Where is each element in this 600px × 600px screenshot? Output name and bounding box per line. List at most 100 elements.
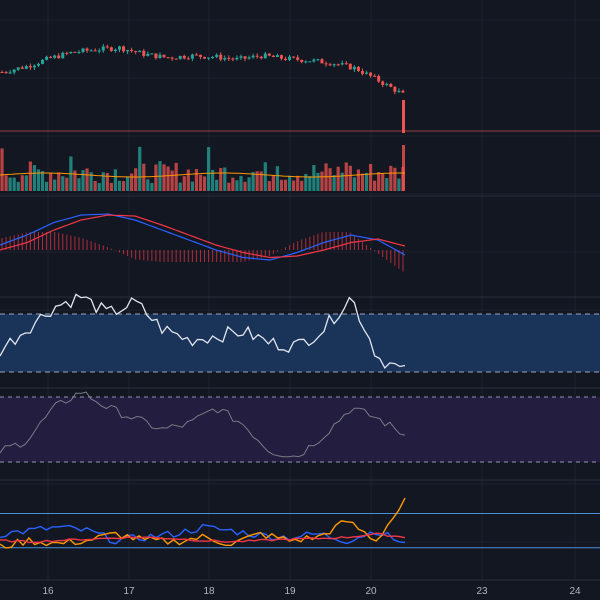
volume-bar[interactable] [174, 162, 178, 191]
volume-bar[interactable] [300, 180, 304, 191]
volume-bar[interactable] [32, 165, 37, 191]
candle[interactable] [369, 72, 373, 76]
candle[interactable] [57, 55, 61, 59]
candle[interactable] [275, 55, 279, 58]
volume-bar[interactable] [36, 169, 41, 191]
candle[interactable] [373, 75, 377, 77]
volume-bar[interactable] [219, 168, 223, 191]
candle[interactable] [360, 71, 364, 74]
volume-bar[interactable] [65, 177, 69, 191]
candle[interactable] [45, 56, 49, 60]
candle[interactable] [328, 64, 332, 66]
candle[interactable] [162, 54, 166, 58]
candle[interactable] [122, 46, 126, 52]
volume-bar[interactable] [251, 172, 255, 191]
volume-bar[interactable] [109, 182, 113, 191]
candle[interactable] [271, 55, 275, 58]
volume-bar[interactable] [77, 178, 81, 191]
volume-bar[interactable] [81, 170, 85, 191]
volume-pane[interactable] [0, 145, 405, 191]
candle[interactable] [4, 72, 8, 74]
candle[interactable] [174, 58, 178, 60]
volume-bar[interactable] [190, 181, 194, 191]
candle[interactable] [292, 56, 296, 58]
candle[interactable] [401, 90, 405, 93]
volume-bar[interactable] [186, 169, 190, 191]
volume-bar[interactable] [170, 170, 174, 191]
candle[interactable] [263, 53, 267, 59]
candle[interactable] [203, 56, 207, 59]
volume-bar[interactable] [85, 168, 89, 191]
x-axis[interactable]: 16 17 18 19 20 23 24 [42, 586, 581, 597]
candle[interactable] [397, 90, 401, 92]
volume-bar[interactable] [344, 162, 348, 191]
candle[interactable] [0, 72, 4, 73]
volume-bar[interactable] [130, 173, 134, 191]
volume-bar[interactable] [227, 182, 231, 191]
volume-bar[interactable] [223, 167, 227, 191]
volume-bar[interactable] [16, 181, 20, 191]
stochastic-pane[interactable] [0, 391, 600, 463]
volume-bar[interactable] [202, 176, 207, 191]
volume-bar[interactable] [389, 165, 393, 191]
candle[interactable] [178, 55, 182, 59]
volume-bar[interactable] [364, 172, 369, 191]
volume-bar[interactable] [49, 172, 53, 191]
candle[interactable] [324, 63, 328, 65]
candle[interactable] [69, 51, 73, 54]
candle[interactable] [284, 58, 288, 60]
candle[interactable] [190, 54, 194, 59]
candle[interactable] [239, 56, 243, 58]
volume-bar[interactable] [12, 177, 16, 191]
candle[interactable] [8, 72, 12, 74]
candle[interactable] [150, 53, 154, 55]
candle[interactable] [20, 67, 24, 69]
volume-bar[interactable] [283, 179, 288, 191]
volume-bar[interactable] [231, 177, 235, 191]
candle[interactable] [61, 52, 65, 59]
volume-bar[interactable] [279, 179, 284, 191]
candle[interactable] [49, 56, 53, 58]
candle[interactable] [142, 50, 146, 56]
volume-bar[interactable] [97, 182, 101, 191]
volume-bar[interactable] [89, 172, 93, 191]
volume-bar[interactable] [263, 162, 267, 191]
candle[interactable] [53, 55, 57, 58]
candle[interactable] [352, 66, 356, 70]
candle[interactable] [97, 50, 101, 52]
volume-bar[interactable] [312, 165, 316, 191]
volume-bar[interactable] [402, 145, 405, 191]
volume-bar[interactable] [332, 175, 336, 191]
candle[interactable] [288, 56, 292, 60]
volume-bar[interactable] [73, 170, 77, 191]
volume-bar[interactable] [247, 177, 251, 191]
volume-bar[interactable] [271, 175, 275, 191]
volume-bar[interactable] [53, 179, 57, 191]
candle[interactable] [182, 55, 186, 59]
candle[interactable] [296, 57, 300, 60]
candle[interactable] [308, 61, 312, 63]
candle[interactable] [340, 63, 344, 65]
volume-bar[interactable] [28, 161, 32, 191]
volume-bar[interactable] [356, 169, 361, 191]
candle[interactable] [73, 51, 77, 53]
candle[interactable] [385, 83, 389, 85]
candle[interactable] [393, 86, 397, 92]
candle[interactable] [170, 57, 174, 59]
candle[interactable] [12, 69, 16, 73]
volume-bar[interactable] [275, 166, 280, 191]
volume-bar[interactable] [4, 175, 8, 191]
volume-bar[interactable] [397, 178, 401, 191]
candle[interactable] [332, 64, 336, 66]
volume-bar[interactable] [113, 169, 118, 191]
volume-bar[interactable] [373, 180, 377, 191]
candle[interactable] [255, 55, 259, 57]
volume-bar[interactable] [206, 147, 211, 191]
candle[interactable] [93, 50, 97, 52]
volume-bar[interactable] [360, 173, 365, 191]
candle[interactable] [267, 53, 271, 56]
candle[interactable] [41, 59, 45, 64]
volume-bar[interactable] [287, 175, 292, 191]
candle[interactable] [377, 75, 381, 82]
plus-di-line[interactable] [0, 497, 406, 549]
